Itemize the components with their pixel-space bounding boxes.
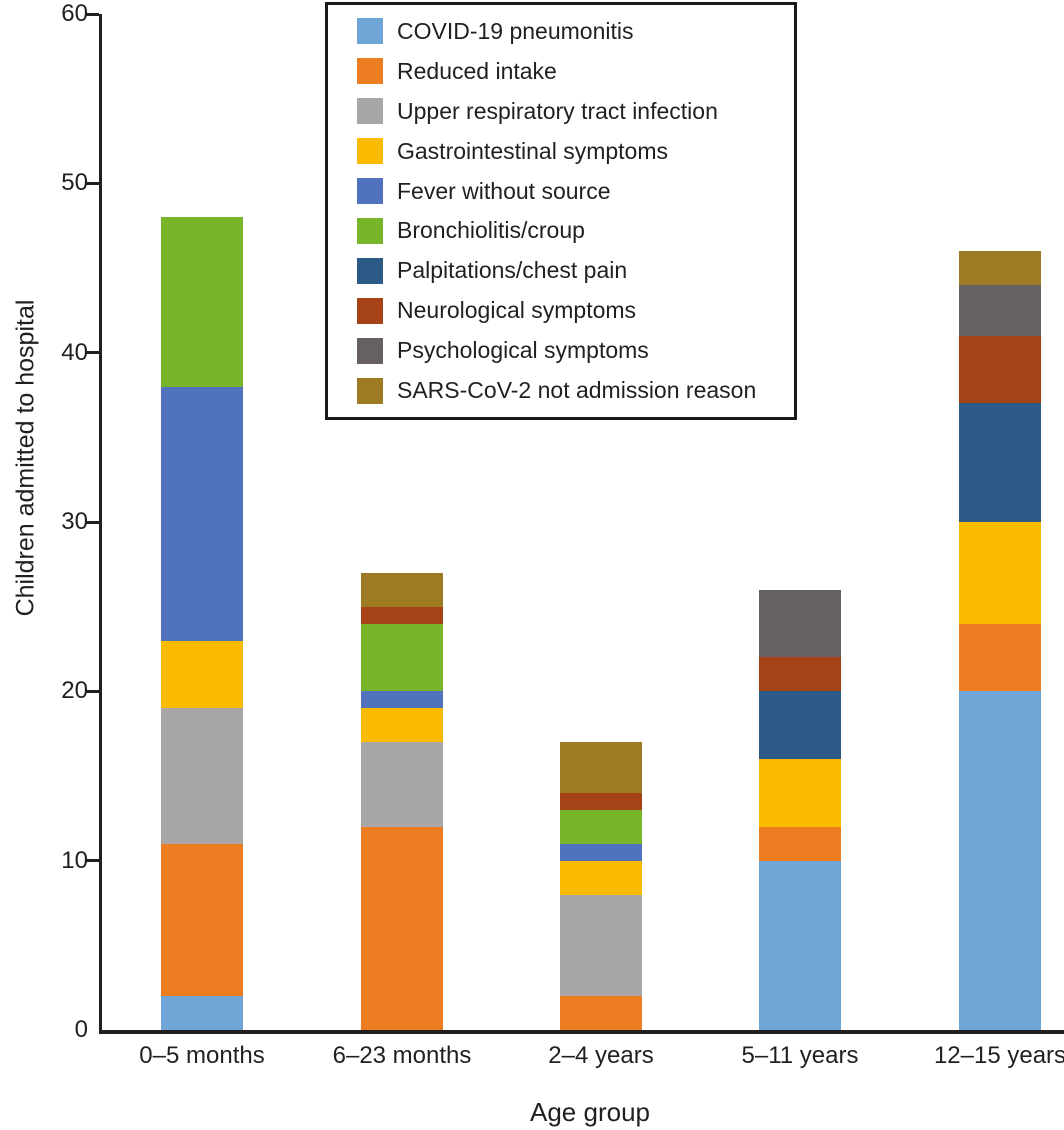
legend-item-palpitations-chest-pain: Palpitations/chest pain	[357, 257, 794, 284]
segment-neurological-symptoms-6-23-months	[361, 606, 443, 624]
legend-label-gastrointestinal-symptoms: Gastrointestinal symptoms	[397, 137, 668, 164]
segment-upper-respiratory-tract-infection-6-23-months	[361, 742, 443, 827]
legend-item-psychological-symptoms: Psychological symptoms	[357, 337, 794, 364]
x-tick-label-2-4-years: 2–4 years	[548, 1042, 654, 1069]
segment-gastrointestinal-symptoms-2-4-years	[560, 860, 642, 895]
segment-bronchiolitis-croup-0-5-months	[161, 217, 243, 387]
segment-palpitations-chest-pain-12-15-years	[959, 403, 1041, 522]
segment-bronchiolitis-croup-6-23-months	[361, 623, 443, 692]
legend-label-fever-without-source: Fever without source	[397, 177, 611, 204]
y-tick-label-30: 30	[61, 508, 88, 535]
legend-label-upper-respiratory-tract-infection: Upper respiratory tract infection	[397, 97, 718, 124]
legend-swatch-upper-respiratory-tract-infection	[357, 98, 383, 125]
x-tick-label-6-23-months: 6–23 months	[332, 1042, 472, 1069]
x-axis-line	[99, 1030, 1064, 1034]
legend-label-palpitations-chest-pain: Palpitations/chest pain	[397, 257, 628, 284]
y-tick-60	[86, 12, 99, 16]
legend-item-fever-without-source: Fever without source	[357, 178, 794, 205]
x-axis-title: Age group	[530, 1097, 650, 1127]
segment-reduced-intake-5-11-years	[759, 826, 841, 861]
segment-upper-respiratory-tract-infection-2-4-years	[560, 894, 642, 997]
segment-reduced-intake-2-4-years	[560, 996, 642, 1030]
legend-item-bronchiolitis-croup: Bronchiolitis/croup	[357, 217, 794, 244]
x-tick-label-12-15-years: 12–15 years	[933, 1042, 1064, 1069]
legend: COVID-19 pneumonitis Reduced intake Upper …	[325, 2, 797, 420]
segment-covid-19-pneumonitis-0-5-months	[161, 996, 243, 1030]
legend-item-upper-respiratory-tract-infection: Upper respiratory tract infection	[357, 98, 794, 125]
segment-gastrointestinal-symptoms-12-15-years	[959, 522, 1041, 624]
segment-gastrointestinal-symptoms-0-5-months	[161, 640, 243, 709]
legend-swatch-psychological-symptoms	[357, 337, 383, 364]
y-tick-label-50: 50	[61, 169, 88, 197]
segment-bronchiolitis-croup-2-4-years	[560, 809, 642, 844]
y-tick-50	[86, 181, 99, 185]
legend-item-reduced-intake: Reduced intake	[357, 58, 794, 85]
legend-label-psychological-symptoms: Psychological symptoms	[397, 337, 649, 364]
segment-covid-19-pneumonitis-12-15-years	[959, 691, 1041, 1030]
y-tick-30	[86, 520, 99, 524]
x-tick-label-0-5-months: 0–5 months	[139, 1042, 265, 1069]
segment-palpitations-chest-pain-5-11-years	[759, 691, 841, 760]
segment-neurological-symptoms-2-4-years	[560, 792, 642, 810]
legend-swatch-gastrointestinal-symptoms	[357, 138, 383, 165]
segment-neurological-symptoms-12-15-years	[959, 335, 1041, 404]
legend-label-neurological-symptoms: Neurological symptoms	[397, 297, 637, 324]
segment-psychological-symptoms-12-15-years	[959, 284, 1041, 336]
y-axis-line	[99, 14, 102, 1033]
legend-swatch-bronchiolitis-croup	[357, 217, 383, 244]
legend-swatch-neurological-symptoms	[357, 297, 383, 324]
segment-reduced-intake-12-15-years	[959, 623, 1041, 692]
segment-reduced-intake-6-23-months	[361, 826, 443, 1030]
legend-item-covid-19-pneumonitis: COVID-19 pneumonitis	[357, 18, 794, 45]
legend-item-sars-cov-2-not-admission-reason: SARS-CoV-2 not admission reason	[357, 377, 794, 404]
segment-neurological-symptoms-5-11-years	[759, 657, 841, 692]
y-tick-10	[86, 859, 99, 863]
segment-upper-respiratory-tract-infection-0-5-months	[161, 708, 243, 844]
legend-swatch-reduced-intake	[357, 58, 383, 85]
y-tick-label-0: 0	[74, 1016, 88, 1043]
legend-item-gastrointestinal-symptoms: Gastrointestinal symptoms	[357, 138, 794, 165]
legend-swatch-palpitations-chest-pain	[357, 257, 383, 284]
segment-reduced-intake-0-5-months	[161, 843, 243, 997]
segment-fever-without-source-6-23-months	[361, 691, 443, 709]
legend-label-reduced-intake: Reduced intake	[397, 57, 557, 84]
segment-fever-without-source-0-5-months	[161, 386, 243, 641]
legend-label-covid-19-pneumonitis: COVID-19 pneumonitis	[397, 17, 634, 44]
legend-swatch-fever-without-source	[357, 178, 383, 205]
segment-fever-without-source-2-4-years	[560, 843, 642, 861]
legend-swatch-covid-19-pneumonitis	[357, 18, 383, 45]
segment-psychological-symptoms-5-11-years	[759, 589, 841, 658]
segment-gastrointestinal-symptoms-5-11-years	[759, 759, 841, 827]
legend-item-neurological-symptoms: Neurological symptoms	[357, 297, 794, 324]
y-tick-label-10: 10	[61, 846, 88, 874]
segment-sars-cov-2-not-admission-reason-6-23-months	[361, 572, 443, 607]
legend-label-bronchiolitis-croup: Bronchiolitis/croup	[397, 217, 585, 244]
segment-sars-cov-2-not-admission-reason-2-4-years	[560, 742, 642, 793]
y-tick-label-20: 20	[61, 677, 88, 705]
y-tick-20	[86, 689, 99, 693]
y-tick-label-60: 60	[61, 0, 88, 27]
segment-gastrointestinal-symptoms-6-23-months	[361, 708, 443, 743]
y-tick-40	[86, 351, 99, 355]
legend-swatch-sars-cov-2-not-admission-reason	[357, 377, 383, 404]
legend-label-sars-cov-2-not-admission-reason: SARS-CoV-2 not admission reason	[397, 377, 757, 404]
x-tick-label-5-11-years: 5–11 years	[741, 1042, 859, 1069]
segment-covid-19-pneumonitis-5-11-years	[759, 860, 841, 1030]
segment-sars-cov-2-not-admission-reason-12-15-years	[959, 251, 1041, 285]
y-tick-label-40: 40	[61, 338, 88, 366]
